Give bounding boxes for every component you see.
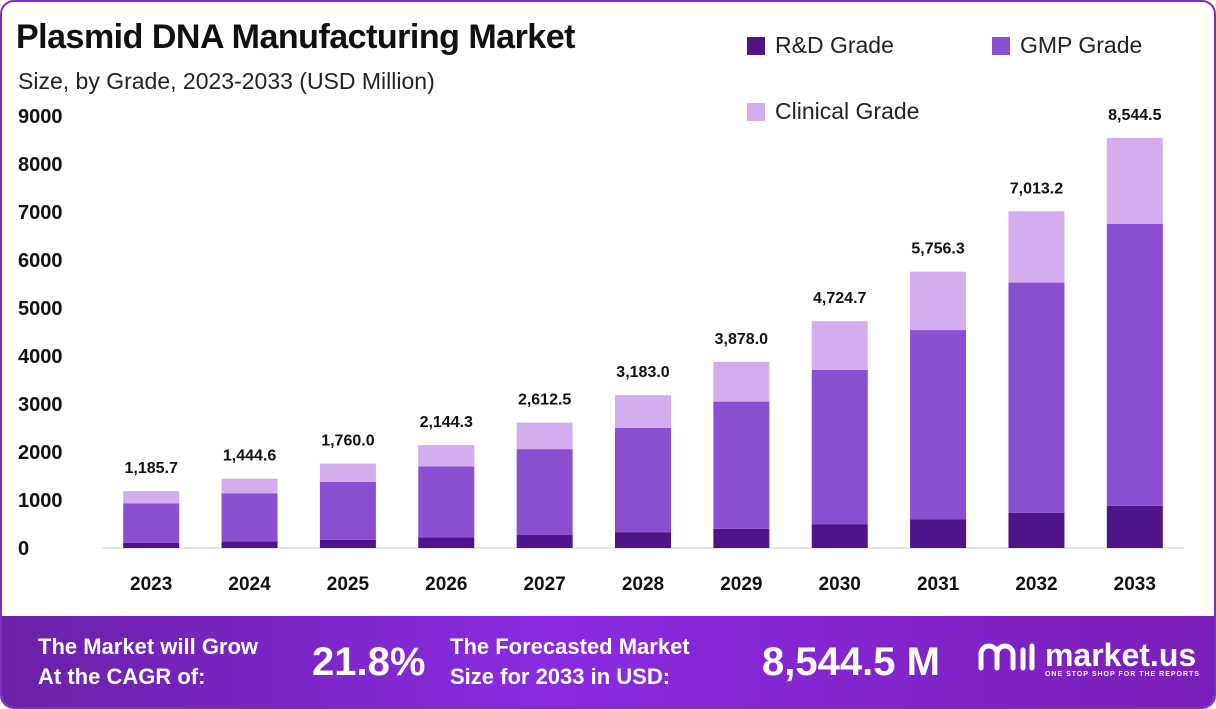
y-tick-label: 9000 <box>18 106 63 128</box>
x-tick-label-2032: 2032 <box>1015 574 1057 595</box>
x-tick-label-2028: 2028 <box>622 574 664 595</box>
y-tick-label: 6000 <box>18 250 63 272</box>
bar-rd-grade-2025 <box>320 540 376 548</box>
data-label-total-2029: 3,878.0 <box>715 331 768 348</box>
logo-name: market.us <box>1045 639 1200 671</box>
bar-rd-grade-2028 <box>615 532 671 548</box>
data-label-total-2030: 4,724.7 <box>813 290 866 307</box>
bar-clinical-grade-2030 <box>812 321 868 370</box>
bar-gmp-grade-2031 <box>910 330 966 519</box>
bar-gmp-grade-2028 <box>615 428 671 532</box>
y-tick-label: 5000 <box>18 298 63 320</box>
bar-gmp-grade-2029 <box>713 402 769 529</box>
bar-gmp-grade-2023 <box>123 503 179 542</box>
bar-clinical-grade-2027 <box>517 423 573 450</box>
bar-clinical-grade-2029 <box>713 362 769 402</box>
data-label-total-2033: 8,544.5 <box>1108 107 1161 124</box>
x-tick-label-2023: 2023 <box>130 574 172 595</box>
bar-clinical-grade-2028 <box>615 395 671 428</box>
bar-rd-grade-2029 <box>713 529 769 548</box>
bar-gmp-grade-2025 <box>320 482 376 540</box>
cagr-caption: The Market will Grow At the CAGR of: <box>38 632 258 692</box>
bar-gmp-grade-2030 <box>812 370 868 525</box>
data-label-total-2027: 2,612.5 <box>518 392 571 409</box>
bar-clinical-grade-2024 <box>222 479 278 494</box>
x-tick-label-2033: 2033 <box>1114 574 1156 595</box>
logo-tagline: ONE STOP SHOP FOR THE REPORTS <box>1045 671 1200 678</box>
bar-gmp-grade-2024 <box>222 493 278 541</box>
data-label-total-2031: 5,756.3 <box>911 241 964 258</box>
bar-clinical-grade-2025 <box>320 464 376 482</box>
bar-rd-grade-2031 <box>910 519 966 548</box>
x-tick-label-2030: 2030 <box>819 574 861 595</box>
y-tick-label: 4000 <box>18 346 63 368</box>
bar-clinical-grade-2023 <box>123 491 179 503</box>
market-us-logo-icon <box>977 638 1037 678</box>
x-tick-label-2024: 2024 <box>228 574 271 595</box>
bar-gmp-grade-2026 <box>418 466 474 537</box>
cagr-caption-line2: At the CAGR of: <box>38 662 258 692</box>
x-tick-label-2026: 2026 <box>425 574 467 595</box>
data-label-total-2023: 1,185.7 <box>124 460 177 477</box>
footer-banner: The Market will Grow At the CAGR of: 21.… <box>2 616 1214 707</box>
x-tick-label-2029: 2029 <box>720 574 762 595</box>
bar-clinical-grade-2033 <box>1107 138 1163 224</box>
data-label-total-2024: 1,444.6 <box>223 448 276 465</box>
bar-rd-grade-2027 <box>517 535 573 548</box>
data-label-total-2028: 3,183.0 <box>616 364 669 381</box>
bar-rd-grade-2023 <box>123 543 179 548</box>
data-label-total-2026: 2,144.3 <box>420 414 473 431</box>
data-label-total-2032: 7,013.2 <box>1010 180 1063 197</box>
forecast-value: 8,544.5 M <box>762 640 940 685</box>
y-tick-label: 2000 <box>18 442 63 464</box>
bar-rd-grade-2030 <box>812 524 868 548</box>
x-tick-label-2031: 2031 <box>917 574 960 595</box>
bar-clinical-grade-2026 <box>418 445 474 466</box>
y-tick-label: 8000 <box>18 154 63 176</box>
forecast-caption-line1: The Forecasted Market <box>450 632 690 662</box>
bar-rd-grade-2032 <box>1008 513 1064 548</box>
cagr-value: 21.8% <box>312 640 425 685</box>
bar-rd-grade-2026 <box>418 537 474 548</box>
stacked-bar-chart: 0 1000 2000 3000 4000 5000 6000 7000 8000 9000 1,1… <box>2 2 1214 614</box>
bar-clinical-grade-2032 <box>1008 211 1064 282</box>
forecast-caption: The Forecasted Market Size for 2033 in U… <box>450 632 690 692</box>
bar-rd-grade-2033 <box>1107 506 1163 548</box>
y-tick-label: 0 <box>18 538 29 560</box>
logo-wordmark: market.us ONE STOP SHOP FOR THE REPORTS <box>1045 639 1200 678</box>
data-label-total-2025: 1,760.0 <box>321 433 374 450</box>
chart-frame: Plasmid DNA Manufacturing Market Size, b… <box>0 0 1216 709</box>
market-us-logo: market.us ONE STOP SHOP FOR THE REPORTS <box>977 638 1200 678</box>
forecast-caption-line2: Size for 2033 in USD: <box>450 662 690 692</box>
bar-clinical-grade-2031 <box>910 272 966 330</box>
y-tick-label: 7000 <box>18 202 63 224</box>
x-tick-label-2027: 2027 <box>523 574 565 595</box>
bar-rd-grade-2024 <box>222 541 278 548</box>
bar-gmp-grade-2033 <box>1107 224 1163 506</box>
bar-gmp-grade-2027 <box>517 449 573 535</box>
y-tick-label: 3000 <box>18 394 63 416</box>
y-tick-label: 1000 <box>18 490 63 512</box>
x-tick-label-2025: 2025 <box>327 574 370 595</box>
bar-gmp-grade-2032 <box>1008 283 1064 513</box>
cagr-caption-line1: The Market will Grow <box>38 632 258 662</box>
